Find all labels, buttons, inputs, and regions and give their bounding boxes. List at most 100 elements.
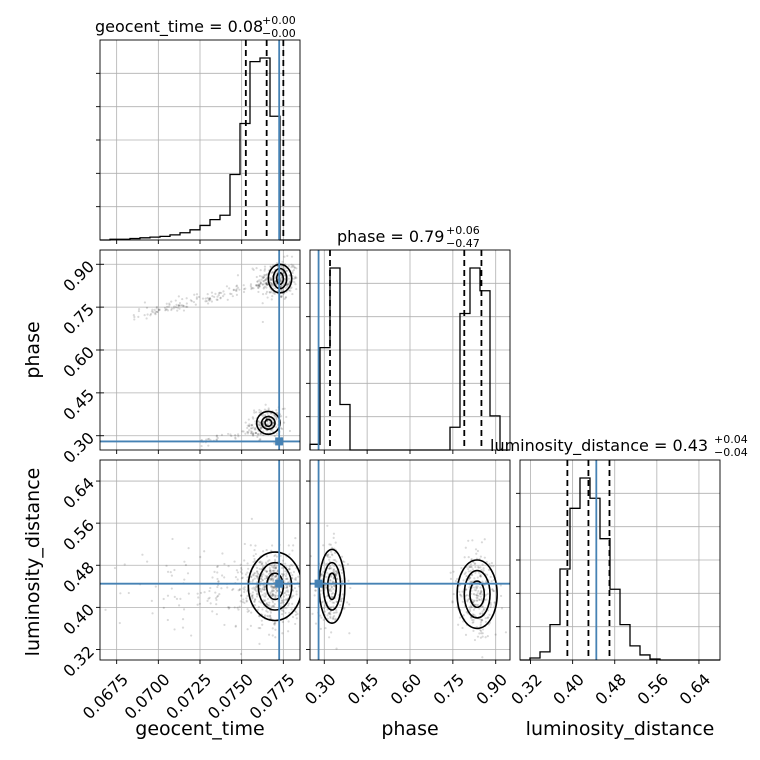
geocent-time-vs-luminosity-distance-sample-point [268, 604, 271, 607]
phase-vs-luminosity-distance-sample-point [339, 565, 343, 568]
geocent-time-vs-luminosity-distance-sample-point [253, 588, 256, 591]
phase-vs-luminosity-distance-sample-point [471, 613, 475, 616]
phase-vs-luminosity-distance-sample-point [340, 568, 343, 571]
geocent-time-vs-phase-sample-point [257, 433, 260, 436]
geocent-time-vs-phase-sample-point [280, 270, 283, 273]
phase-vs-luminosity-distance-sample-point [452, 592, 455, 596]
geocent-time-vs-phase-sample-point [189, 299, 192, 302]
phase-vs-luminosity-distance-sample-point [469, 565, 473, 568]
geocent-time-vs-phase-sample-point [232, 288, 236, 291]
phase-vs-luminosity-distance-sample-point [471, 580, 474, 583]
geocent-time-vs-luminosity-distance-sample-point [263, 586, 266, 589]
geocent-time-vs-luminosity-distance-sample-point [216, 594, 220, 597]
geocent-time-vs-phase-sample-point [269, 278, 273, 281]
phase-vs-luminosity-distance-sample-point [489, 575, 492, 578]
phase-vs-luminosity-distance-sample-point [331, 580, 334, 583]
geocent-time-vs-luminosity-distance-sample-point [269, 577, 273, 580]
phase-vs-luminosity-distance-sample-point [458, 584, 461, 587]
geocent-time-vs-phase-sample-point [210, 300, 213, 303]
geocent-time-vs-luminosity-distance-sample-point [271, 593, 274, 596]
geocent-time-vs-luminosity-distance-sample-point [236, 571, 239, 574]
geocent-time-vs-luminosity-distance-sample-point [271, 594, 274, 597]
geocent-time-vs-luminosity-distance-sample-point [187, 547, 190, 550]
geocent-time-vs-phase-sample-point [259, 432, 262, 436]
geocent-time-vs-phase-sample-point [265, 281, 269, 285]
geocent-time-vs-phase-sample-point [176, 306, 179, 309]
geocent-time-vs-luminosity-distance-sample-point [104, 608, 107, 611]
phase-vs-luminosity-distance-sample-point [330, 595, 333, 598]
geocent-time-vs-phase-sample-point [217, 292, 221, 295]
geocent-time-vs-phase-sample-point [265, 282, 269, 286]
phase-vs-luminosity-distance-sample-point [478, 612, 481, 615]
geocent-time-vs-luminosity-distance-sample-point [238, 605, 241, 608]
phase-vs-luminosity-distance-sample-point [463, 556, 466, 559]
geocent-time-vs-luminosity-distance-contour-level [265, 572, 285, 601]
geocent-time-vs-luminosity-distance-sample-point [274, 591, 278, 594]
geocent-time-vs-phase-sample-point [289, 289, 292, 292]
geocent-time-vs-luminosity-distance-sample-point [252, 554, 255, 557]
phase-vs-luminosity-distance-sample-point [347, 579, 350, 582]
geocent-time-vs-phase-sample-point [258, 285, 262, 288]
phase-vs-luminosity-distance-sample-point [464, 546, 467, 549]
geocent-time-vs-phase-sample-point [219, 296, 222, 299]
geocent-time-vs-luminosity-distance-sample-point [251, 595, 254, 598]
geocent-time-vs-phase-sample-point [204, 300, 207, 303]
geocent-time-vs-phase-sample-point [177, 295, 180, 298]
phase-vs-luminosity-distance-truth-marker [314, 579, 323, 588]
phase-vs-luminosity-distance-sample-point [463, 572, 466, 576]
phase-vs-luminosity-distance-sample-point [472, 629, 475, 632]
phase-vs-luminosity-distance-sample-point [482, 569, 485, 572]
phase-vs-luminosity-distance-sample-point [335, 577, 339, 580]
phase-vs-luminosity-distance-sample-point [489, 603, 493, 606]
geocent-time-vs-luminosity-distance-sample-point [256, 593, 259, 596]
geocent-time-vs-phase-sample-point [195, 293, 199, 296]
phase-vs-luminosity-distance-sample-point [473, 586, 476, 589]
geocent-time-vs-phase-sample-point [270, 281, 273, 285]
luminosity-distance-ytick-label: 0.56 [59, 516, 98, 555]
geocent-time-vs-phase-sample-point [246, 432, 250, 435]
geocent-time-vs-phase-sample-point [293, 277, 296, 280]
geocent-time-vs-luminosity-distance-sample-point [251, 593, 254, 597]
geocent-time-vs-luminosity-distance-sample-point [238, 587, 242, 591]
geocent-time-vs-phase-sample-point [262, 433, 265, 437]
geocent-time-vs-luminosity-distance-sample-point [257, 626, 260, 630]
geocent-time-vs-phase-sample-point [256, 280, 259, 283]
phase-vs-luminosity-distance-sample-point [451, 601, 454, 604]
geocent-time-vs-luminosity-distance-sample-point [297, 585, 300, 588]
geocent-time-vs-phase-sample-point [275, 432, 278, 435]
geocent-time-vs-phase-sample-point [248, 428, 251, 432]
geocent-time-vs-luminosity-distance-sample-point [242, 587, 245, 590]
geocent-time-vs-phase-sample-point [253, 411, 256, 414]
geocent-time-vs-luminosity-distance-sample-point [216, 595, 219, 598]
geocent-time-vs-luminosity-distance-sample-point [240, 568, 243, 571]
geocent-time-vs-phase-sample-point [262, 287, 265, 290]
geocent-time-vs-luminosity-distance-sample-point [271, 593, 274, 596]
phase-vs-luminosity-distance-sample-point [462, 579, 465, 582]
geocent-time-vs-phase-sample-point [255, 275, 258, 279]
geocent-time-vs-phase-sample-point [250, 424, 253, 427]
geocent-time-vs-phase-sample-point [267, 407, 270, 410]
geocent-time-vs-luminosity-distance-sample-point [271, 585, 274, 589]
geocent-time-vs-phase-sample-point [280, 427, 283, 430]
geocent-time-vs-phase-sample-point [155, 307, 158, 310]
phase-vs-luminosity-distance-sample-point [487, 568, 491, 572]
geocent-time-vs-luminosity-distance-sample-point [270, 575, 274, 578]
phase-vs-luminosity-distance-sample-point [329, 599, 332, 603]
geocent-time-vs-phase-sample-point [170, 308, 173, 312]
phase-vs-luminosity-distance-sample-point [478, 575, 482, 578]
phase-vs-luminosity-distance-sample-point [331, 617, 334, 620]
geocent-time-histogram [100, 57, 300, 241]
geocent-time-vs-phase-sample-point [146, 313, 149, 316]
phase-vs-luminosity-distance-sample-point [481, 580, 484, 583]
geocent-time-vs-phase-sample-point [250, 287, 253, 291]
phase-vs-luminosity-distance-sample-point [327, 553, 330, 556]
geocent-time-vs-phase-sample-point [237, 435, 240, 438]
geocent-time-vs-phase-sample-point [145, 306, 149, 309]
geocent-time-vs-luminosity-distance-sample-point [239, 652, 243, 656]
geocent-time-vs-luminosity-distance-sample-point [247, 609, 251, 612]
geocent-time-vs-phase-sample-point [234, 436, 237, 439]
geocent-time-vs-luminosity-distance-sample-point [234, 624, 237, 627]
phase-vs-luminosity-distance-sample-point [486, 592, 489, 595]
phase-vs-luminosity-distance-sample-point [479, 623, 482, 626]
geocent-time-vs-luminosity-distance-sample-point [264, 585, 267, 588]
